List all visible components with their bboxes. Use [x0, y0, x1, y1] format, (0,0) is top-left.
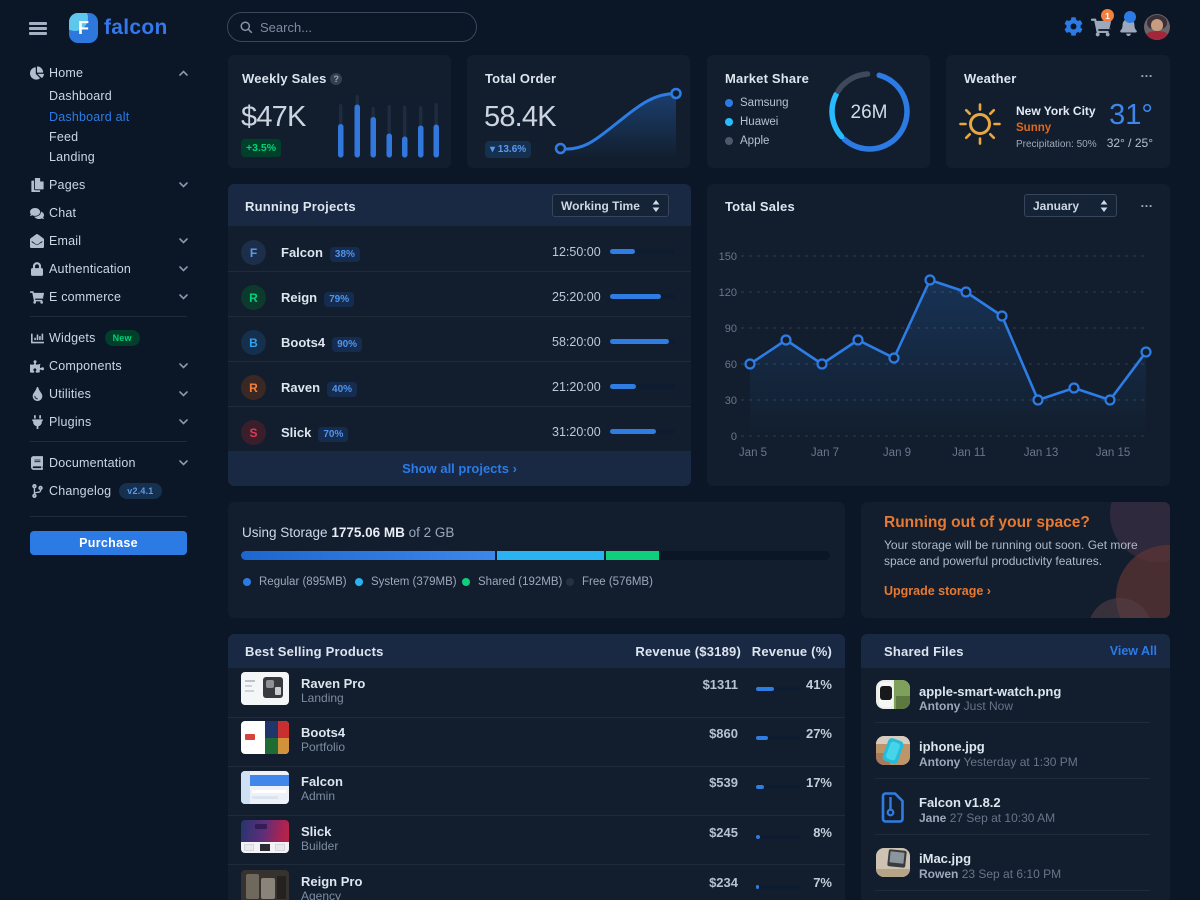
svg-text:26M: 26M: [851, 102, 888, 123]
svg-text:150: 150: [719, 251, 737, 263]
svg-text:Jan 7: Jan 7: [811, 447, 839, 459]
svg-text:90: 90: [725, 323, 737, 335]
svg-text:Jan 13: Jan 13: [1024, 447, 1059, 459]
svg-text:120: 120: [719, 287, 737, 299]
svg-text:30: 30: [725, 395, 737, 407]
svg-text:Jan 15: Jan 15: [1096, 447, 1131, 459]
svg-text:Jan 5: Jan 5: [739, 447, 767, 459]
svg-text:Jan 9: Jan 9: [883, 447, 911, 459]
svg-text:0: 0: [731, 431, 737, 443]
svg-text:Jan 11: Jan 11: [952, 447, 986, 459]
svg-text:60: 60: [725, 359, 737, 371]
